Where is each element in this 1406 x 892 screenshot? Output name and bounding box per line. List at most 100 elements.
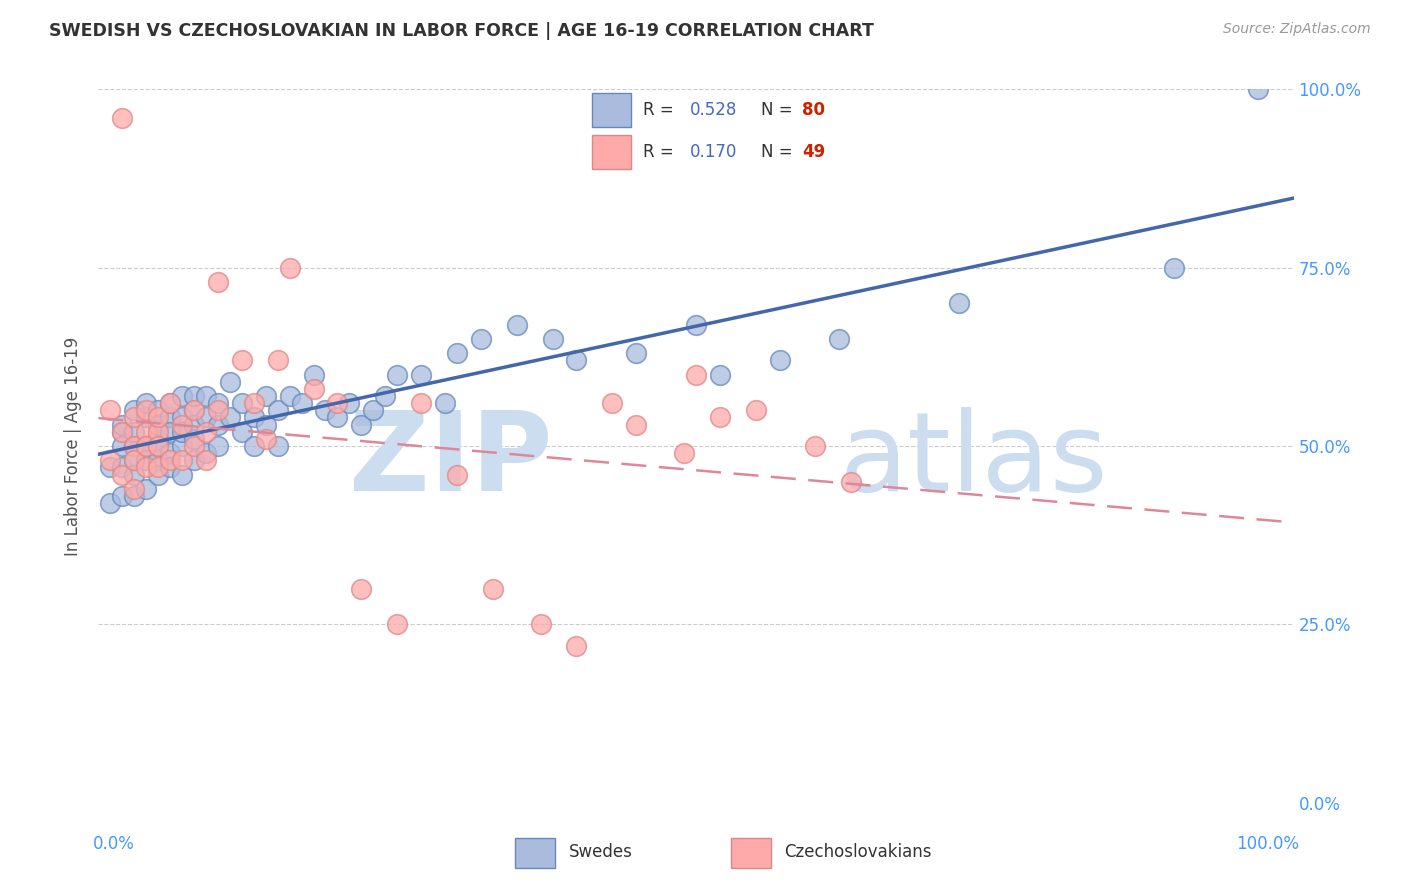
Point (148, 439, 170, 453)
Point (685, 368, 707, 382)
Point (254, 432, 277, 446)
Text: R =: R = (643, 144, 679, 161)
Point (565, 353, 588, 368)
Point (768, 353, 790, 368)
Point (565, 639, 588, 653)
Point (124, 410, 146, 425)
Text: 100.0%: 100.0% (1236, 835, 1299, 853)
Point (183, 403, 205, 417)
Point (231, 425, 253, 439)
Point (148, 439, 170, 453)
Text: N =: N = (761, 144, 797, 161)
Point (135, 439, 157, 453)
Bar (592, 136, 631, 169)
Point (709, 410, 731, 425)
Point (183, 389, 205, 403)
Point (183, 403, 205, 417)
Point (195, 410, 218, 425)
Point (183, 453, 205, 467)
Point (111, 489, 134, 503)
Point (1247, 82, 1270, 96)
Bar (731, 838, 770, 868)
Text: 49: 49 (801, 144, 825, 161)
Point (326, 396, 349, 410)
Point (135, 425, 157, 439)
Point (111, 417, 134, 432)
Point (254, 417, 277, 432)
Point (315, 403, 337, 417)
Text: ZIP: ZIP (349, 407, 553, 514)
Point (148, 460, 170, 475)
Point (219, 375, 242, 389)
Point (148, 410, 170, 425)
Point (183, 417, 205, 432)
Point (135, 453, 157, 467)
Text: Source: ZipAtlas.com: Source: ZipAtlas.com (1223, 22, 1371, 37)
Point (231, 353, 253, 368)
Text: N =: N = (761, 101, 797, 119)
Point (350, 582, 373, 596)
Point (446, 346, 468, 360)
Point (745, 403, 768, 417)
Point (111, 439, 134, 453)
Point (111, 111, 134, 125)
Point (124, 439, 146, 453)
Point (172, 467, 194, 482)
Point (841, 475, 863, 489)
Point (243, 396, 266, 410)
Point (135, 460, 157, 475)
Point (673, 446, 696, 460)
Point (434, 396, 457, 410)
Point (363, 403, 385, 417)
Point (195, 389, 218, 403)
Point (278, 260, 301, 275)
Point (148, 432, 170, 446)
Point (350, 417, 373, 432)
Point (172, 425, 194, 439)
Point (602, 396, 624, 410)
Point (124, 482, 146, 496)
Point (709, 368, 731, 382)
Point (124, 403, 146, 417)
Point (159, 425, 181, 439)
Point (828, 332, 851, 346)
Text: SWEDISH VS CZECHOSLOVAKIAN IN LABOR FORCE | AGE 16-19 CORRELATION CHART: SWEDISH VS CZECHOSLOVAKIAN IN LABOR FORC… (49, 22, 875, 40)
Point (207, 417, 229, 432)
Point (195, 425, 218, 439)
Text: R =: R = (643, 101, 679, 119)
Point (159, 460, 181, 475)
Point (172, 453, 194, 467)
Point (159, 396, 181, 410)
Point (135, 396, 157, 410)
Point (804, 439, 827, 453)
Point (207, 439, 229, 453)
Point (135, 482, 157, 496)
Point (948, 296, 970, 310)
Point (148, 453, 170, 467)
Point (626, 417, 648, 432)
Point (98, 403, 122, 417)
Point (278, 389, 301, 403)
Point (267, 353, 290, 368)
Text: 0.0%: 0.0% (93, 835, 135, 853)
Point (135, 410, 157, 425)
Point (446, 467, 468, 482)
Point (374, 389, 396, 403)
Point (219, 410, 242, 425)
Point (159, 446, 181, 460)
Point (111, 460, 134, 475)
Point (207, 275, 229, 289)
Point (148, 417, 170, 432)
Point (159, 410, 181, 425)
Point (159, 396, 181, 410)
Point (411, 396, 433, 410)
Point (98, 460, 122, 475)
Point (541, 332, 564, 346)
Point (530, 617, 553, 632)
Point (98, 496, 122, 510)
Point (1163, 260, 1185, 275)
Point (626, 346, 648, 360)
Point (385, 617, 409, 632)
Point (506, 318, 529, 332)
Point (195, 446, 218, 460)
